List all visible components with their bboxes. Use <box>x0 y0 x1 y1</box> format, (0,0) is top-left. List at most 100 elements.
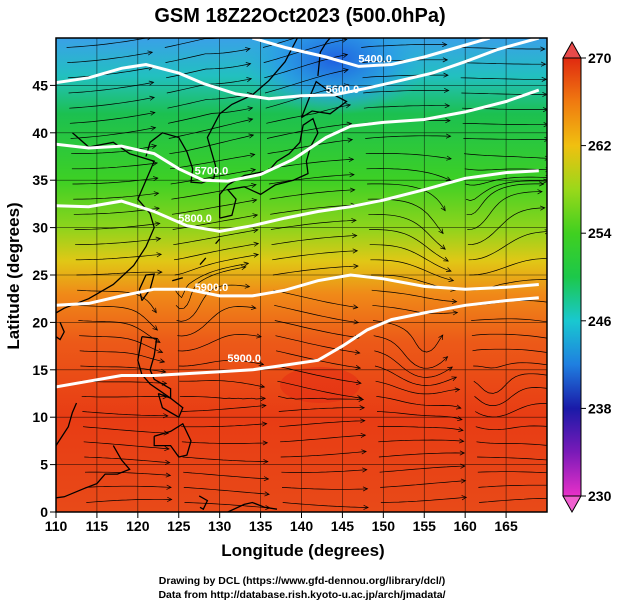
streamline-arrowhead <box>445 118 451 124</box>
contour-label: 5900.0 <box>227 353 261 365</box>
streamline-arrowhead <box>549 387 554 391</box>
streamline <box>70 127 156 139</box>
streamline-arrowhead <box>438 228 444 235</box>
streamline-arrowhead <box>151 307 157 314</box>
coastline-segment <box>198 495 209 511</box>
streamline-arrowhead <box>150 125 157 131</box>
streamline <box>80 365 166 373</box>
streamline-arrowhead <box>540 61 547 67</box>
streamline <box>274 320 360 339</box>
streamline <box>177 306 256 337</box>
streamline-arrowhead <box>147 38 151 41</box>
streamline <box>369 244 452 272</box>
streamline <box>173 243 259 261</box>
streamline <box>84 471 171 476</box>
streamline <box>175 262 249 299</box>
streamline-arrowhead <box>343 83 350 89</box>
streamline-arrowhead <box>261 403 267 409</box>
streamline-arrowhead <box>443 256 449 262</box>
credit-line-2: Data from http://database.rish.kyoto-u.a… <box>158 589 445 601</box>
streamline-arrowhead <box>360 432 367 438</box>
streamline <box>275 335 360 354</box>
streamline <box>465 180 547 201</box>
x-tick-label: 140 <box>290 518 314 534</box>
streamline-arrowhead <box>543 122 547 128</box>
y-axis-label: Latitude (degrees) <box>4 202 23 349</box>
streamline <box>66 38 149 48</box>
colorbar-upper-arrow <box>562 40 582 59</box>
streamline <box>72 177 158 185</box>
streamline-arrowhead <box>262 440 269 446</box>
streamline <box>471 333 547 339</box>
streamline-arrowhead <box>249 152 256 158</box>
height-contour-line <box>56 296 539 389</box>
streamline <box>273 289 358 308</box>
streamline <box>180 405 266 412</box>
streamline-arrowhead <box>348 157 355 163</box>
streamline-arrowhead <box>164 459 171 465</box>
height-contour-line <box>251 38 491 68</box>
streamline-arrowhead <box>160 368 167 374</box>
streamline <box>77 289 157 313</box>
streamline-arrowhead <box>539 181 545 187</box>
streamline-arrowhead <box>147 50 154 56</box>
x-axis-label: Longitude (degrees) <box>221 541 384 560</box>
streamline-arrowhead <box>558 459 563 463</box>
streamline-arrowhead <box>352 304 359 310</box>
streamline <box>73 192 159 200</box>
height-contour-line <box>56 38 540 101</box>
streamline-arrowhead <box>352 248 359 254</box>
streamline-arrowhead <box>153 191 160 197</box>
streamline-arrowhead <box>250 305 257 311</box>
colorbar-tick-label: 270 <box>588 50 612 66</box>
streamline-arrowhead <box>264 491 270 497</box>
figure-title: GSM 18Z22Oct2023 (500.0hPa) <box>154 5 445 27</box>
streamline <box>367 183 446 211</box>
streamline-arrowhead <box>253 241 260 247</box>
streamline <box>68 81 154 94</box>
streamline <box>460 62 546 65</box>
streamline-arrowhead <box>445 176 452 182</box>
streamline-arrowhead <box>154 206 160 212</box>
streamline <box>463 138 547 140</box>
streamline-arrowhead <box>442 356 449 362</box>
streamline-arrowhead <box>247 106 254 112</box>
streamline <box>77 304 158 331</box>
streamline-arrowhead <box>353 319 360 325</box>
streamline <box>264 69 349 94</box>
streamline-arrowhead <box>157 348 164 354</box>
streamline-arrowhead <box>542 107 547 113</box>
streamline-arrowhead <box>451 376 458 382</box>
streamline <box>263 38 347 63</box>
streamline <box>279 420 365 428</box>
streamline-arrowhead <box>243 261 250 267</box>
streamline <box>281 469 367 473</box>
streamline-arrowhead <box>263 476 270 482</box>
colorbar-tick-label: 254 <box>588 225 612 241</box>
contour-label: 5400.0 <box>358 54 392 66</box>
streamline-arrowhead <box>361 449 367 455</box>
streamline <box>270 204 356 215</box>
streamline <box>475 402 547 418</box>
x-tick-label: 155 <box>413 518 437 534</box>
streamline <box>165 48 251 63</box>
streamline <box>86 498 172 503</box>
streamline-arrowhead <box>446 155 452 161</box>
streamline <box>380 496 467 503</box>
streamline-arrowhead <box>553 364 558 368</box>
streamline-arrowhead <box>265 505 271 511</box>
streamline <box>167 93 252 109</box>
streamline <box>76 271 162 276</box>
streamline <box>473 373 547 394</box>
streamline-arrowhead <box>342 52 349 58</box>
streamline <box>278 395 364 400</box>
streamline-arrowhead <box>444 103 451 109</box>
streamline-arrowhead <box>554 401 559 405</box>
streamline <box>168 107 253 124</box>
streamline <box>465 176 547 186</box>
streamline <box>281 487 368 490</box>
streamline-arrowhead <box>245 62 252 67</box>
streamline-arrowhead <box>552 337 557 341</box>
streamline-arrowhead <box>163 430 170 436</box>
